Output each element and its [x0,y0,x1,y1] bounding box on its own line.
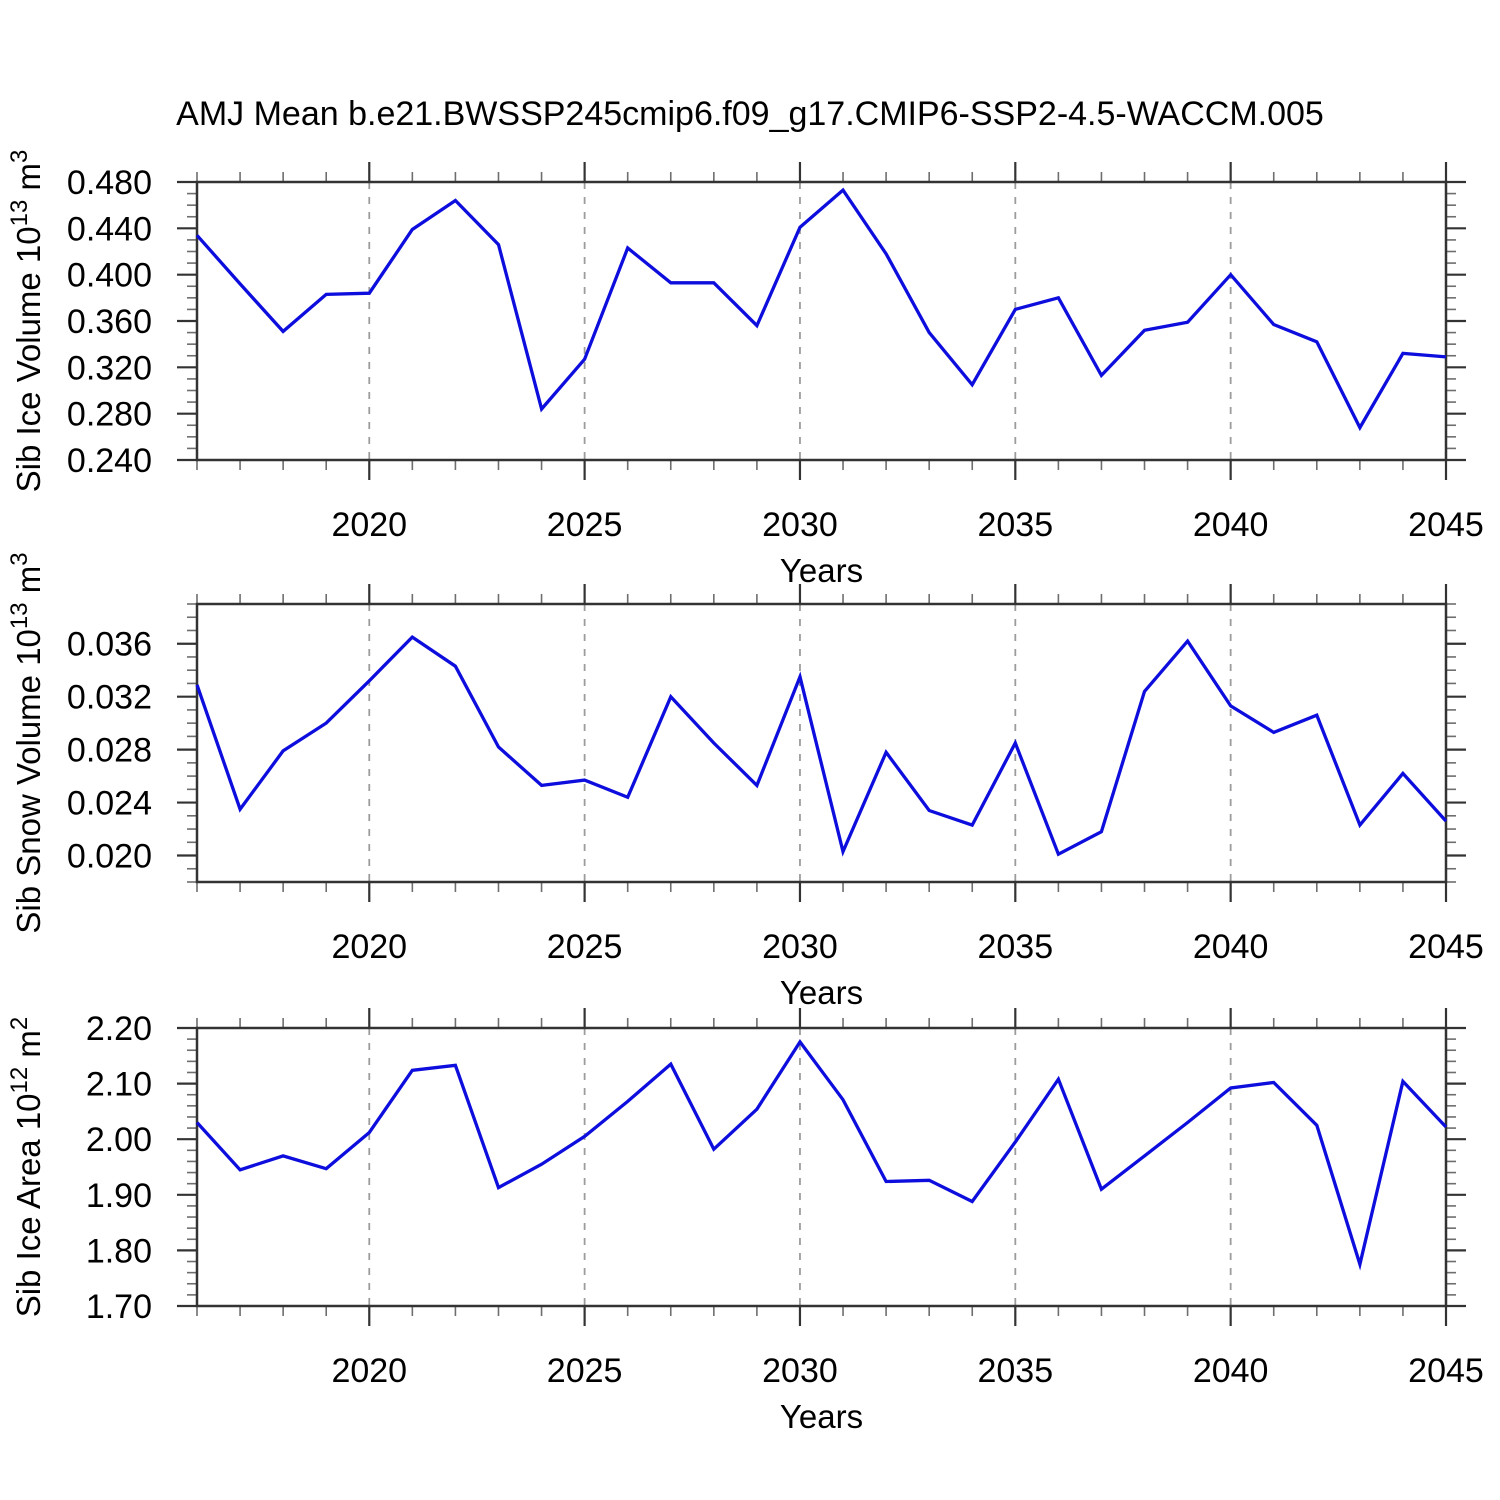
y-tick-label: 1.90 [86,1177,152,1215]
x-tick-label: 2045 [1408,506,1484,544]
plot-border [195,180,1448,462]
x-axis-title: Years [780,974,863,1011]
major-ticks [177,1008,1466,1326]
major-ticks [177,584,1466,902]
data-line-sib-ice-area [195,1038,1448,1271]
gridlines [368,182,1232,460]
x-tick-label: 2025 [547,506,623,544]
y-tick-labels: 1.70 1.80 1.90 2.00 2.10 2.20 [86,1010,152,1326]
x-tick-label: 2045 [1408,928,1484,966]
data-line-sib-snow-volume [195,634,1448,857]
y-tick-label: 0.320 [67,349,152,387]
y-tick-label: 0.036 [67,626,152,664]
x-tick-labels: 2020 2025 2030 2035 2040 2045 [331,506,1483,544]
y-tick-label: 0.440 [67,210,152,248]
x-tick-label: 2035 [977,928,1053,966]
x-tick-label: 2040 [1193,506,1269,544]
gridlines [368,604,1232,882]
x-tick-label: 2025 [547,1352,623,1390]
y-tick-label: 2.20 [86,1010,152,1048]
y-axis-title: Sib Ice Area 1012 m2 [6,1017,47,1318]
x-tick-label: 2035 [977,1352,1053,1390]
x-tick-label: 2020 [331,1352,407,1390]
panel-sib-snow-volume: 0.020 0.024 0.028 0.032 0.036 2020 2025 2030 203… [6,552,1484,1011]
x-tick-label: 2045 [1408,1352,1484,1390]
y-tick-label: 0.480 [67,164,152,202]
y-tick-label: 0.400 [67,257,152,295]
y-tick-label: 0.032 [67,679,152,717]
y-tick-label: 1.80 [86,1232,152,1270]
chart-title: AMJ Mean b.e21.BWSSP245cmip6.f09_g17.CMI… [176,95,1324,133]
plot-border [195,602,1448,884]
x-tick-label: 2040 [1193,1352,1269,1390]
y-tick-labels: 0.240 0.280 0.320 0.360 0.400 0.440 0.480 [67,164,152,480]
y-tick-label: 0.024 [67,785,152,823]
x-tick-label: 2035 [977,506,1053,544]
x-tick-label: 2020 [331,506,407,544]
panel-sib-ice-area: 1.70 1.80 1.90 2.00 2.10 2.20 2020 2025 2030 2035… [6,1008,1484,1435]
x-tick-label: 2030 [762,928,838,966]
plot-border [195,1026,1448,1308]
x-axis-title: Years [780,552,863,589]
x-tick-labels: 2020 2025 2030 2035 2040 2045 [331,928,1483,966]
x-tick-label: 2020 [331,928,407,966]
gridlines [368,1028,1232,1306]
x-tick-label: 2040 [1193,928,1269,966]
y-tick-label: 0.020 [67,838,152,876]
major-ticks [177,162,1466,480]
y-tick-label: 0.280 [67,396,152,434]
x-axis-title: Years [780,1398,863,1435]
minor-ticks [187,594,1456,892]
data-line-sib-ice-volume [195,187,1447,432]
y-axis-title: Sib Ice Volume 1013 m3 [6,150,47,493]
y-tick-label: 0.028 [67,732,152,770]
minor-ticks [187,1018,1456,1316]
x-tick-label: 2030 [762,1352,838,1390]
x-tick-label: 2025 [547,928,623,966]
y-tick-labels: 0.020 0.024 0.028 0.032 0.036 [67,626,152,876]
x-tick-label: 2030 [762,506,838,544]
y-axis-title: Sib Snow Volume 1013 m3 [6,552,47,933]
y-tick-label: 1.70 [86,1288,152,1326]
y-tick-label: 2.00 [86,1121,152,1159]
minor-ticks [187,172,1456,470]
y-tick-label: 0.240 [67,442,152,480]
x-tick-labels: 2020 2025 2030 2035 2040 2045 [331,1352,1483,1390]
y-tick-label: 2.10 [86,1066,152,1104]
y-tick-label: 0.360 [67,303,152,341]
